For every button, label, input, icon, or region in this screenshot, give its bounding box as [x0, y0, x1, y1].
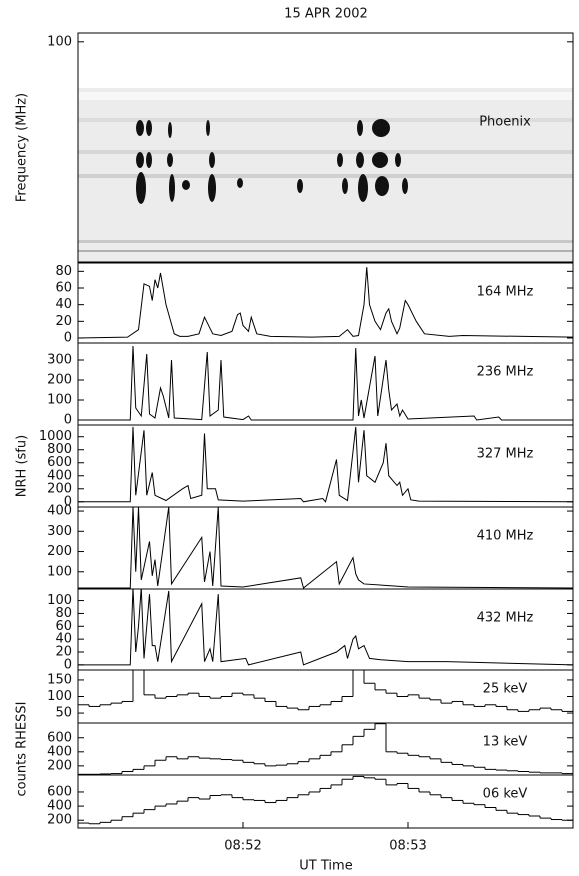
burst: [372, 119, 390, 137]
y-tick-label: 100: [47, 34, 72, 49]
burst: [209, 152, 215, 168]
burst: [402, 178, 408, 194]
y-tick-label: 200: [47, 373, 72, 388]
line-series: [78, 267, 573, 339]
spectrogram-band: [78, 150, 573, 154]
x-tick-label: 08:52: [224, 839, 261, 854]
x-tick-label: 08:53: [389, 839, 426, 854]
y-tick-label: 20: [55, 645, 72, 660]
panel-label: 432 MHz: [477, 611, 534, 626]
y-tick-label: 0: [64, 413, 72, 428]
y-tick-label: 40: [55, 297, 72, 312]
panel-frame: [77, 506, 574, 590]
panel-label: 06 keV: [483, 787, 528, 802]
y-tick-label: 400: [47, 799, 72, 814]
burst: [169, 174, 175, 202]
spectrogram-band: [78, 240, 573, 243]
y-tick-label: 200: [47, 813, 72, 828]
y-tick-label: 400: [47, 744, 72, 759]
burst: [337, 153, 343, 167]
burst: [395, 153, 401, 167]
panel-frame: [77, 342, 574, 426]
y-tick-label: 600: [47, 455, 72, 470]
burst: [168, 122, 172, 138]
panel-frame: [77, 774, 574, 829]
burst: [342, 178, 348, 194]
y-axis-label: counts RHESSI: [15, 702, 30, 797]
y-tick-label: 60: [55, 281, 72, 296]
y-axis-label: NRH (sfu): [15, 435, 30, 497]
panel-label: Phoenix: [479, 115, 531, 130]
y-tick-label: 300: [47, 524, 72, 539]
panel-label: 410 MHz: [477, 529, 534, 544]
panel-frame: [77, 424, 574, 508]
y-tick-label: 600: [47, 784, 72, 799]
panel-label: 164 MHz: [477, 285, 534, 300]
panel-frame: [77, 588, 574, 671]
spectrogram-band: [78, 92, 573, 100]
spectrogram-band: [78, 174, 573, 178]
burst: [146, 120, 152, 136]
y-tick-label: 0: [64, 331, 72, 346]
x-axis-label: UT Time: [299, 859, 352, 874]
burst: [206, 120, 210, 136]
y-tick-label: 200: [47, 544, 72, 559]
y-tick-label: 1000: [39, 429, 72, 444]
y-tick-label: 50: [55, 706, 72, 721]
burst: [136, 120, 144, 136]
spectrogram-image: [78, 33, 573, 262]
burst: [136, 152, 144, 168]
panel-label: 236 MHz: [477, 365, 534, 380]
line-series: [78, 507, 573, 589]
y-tick-label: 100: [47, 689, 72, 704]
burst: [356, 152, 364, 168]
y-tick-label: 60: [55, 619, 72, 634]
line-series: [78, 426, 573, 503]
burst: [136, 172, 146, 204]
burst: [146, 152, 152, 168]
panel-label: 13 keV: [483, 735, 528, 750]
y-tick-label: 20: [55, 314, 72, 329]
spectrogram-band: [78, 118, 573, 122]
y-tick-label: 0: [64, 494, 72, 509]
y-tick-label: 200: [47, 758, 72, 773]
panel-label: 25 keV: [483, 682, 528, 697]
burst: [375, 176, 389, 196]
y-tick-label: 100: [47, 393, 72, 408]
burst: [358, 174, 368, 202]
burst: [357, 120, 363, 136]
y-tick-label: 300: [47, 353, 72, 368]
y-axis-label: Frequency (MHz): [15, 93, 30, 202]
burst: [182, 180, 190, 190]
burst: [372, 152, 388, 168]
y-tick-label: 100: [47, 564, 72, 579]
spectrogram-band: [78, 250, 573, 252]
line-series: [78, 589, 573, 666]
chart-title: 15 APR 2002: [284, 7, 368, 22]
y-tick-label: 400: [47, 504, 72, 519]
y-tick-label: 0: [64, 657, 72, 672]
y-tick-label: 40: [55, 632, 72, 647]
panel-frame: [77, 32, 574, 263]
y-tick-label: 200: [47, 481, 72, 496]
panel-label: 327 MHz: [477, 447, 534, 462]
y-tick-label: 400: [47, 468, 72, 483]
y-tick-label: 600: [47, 730, 72, 745]
panel-frame: [77, 669, 574, 724]
burst: [297, 179, 303, 193]
spectrogram-bursts: [136, 119, 408, 204]
y-tick-label: 150: [47, 672, 72, 687]
y-tick-label: 80: [55, 264, 72, 279]
y-tick-label: 100: [47, 593, 72, 608]
line-series: [78, 345, 573, 421]
panel-frame: [77, 262, 574, 344]
y-tick-label: 800: [47, 442, 72, 457]
burst: [208, 174, 216, 202]
burst: [237, 178, 243, 188]
y-tick-label: 80: [55, 606, 72, 621]
burst: [167, 153, 173, 167]
